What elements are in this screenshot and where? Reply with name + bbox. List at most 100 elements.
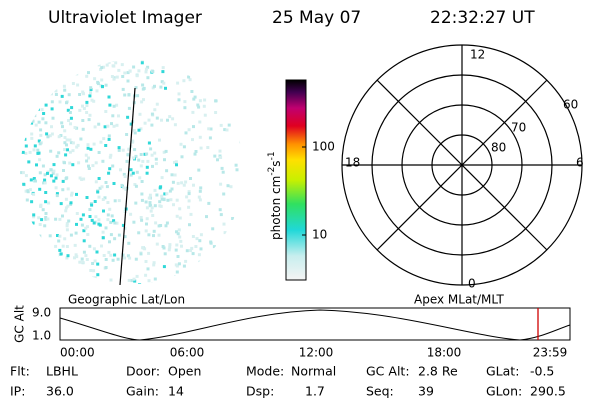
pixel	[197, 168, 201, 172]
pixel	[132, 65, 136, 69]
pixel	[69, 202, 73, 206]
pixel	[60, 94, 64, 98]
orbit-title: Apex MLat/MLT	[414, 293, 504, 307]
pixel	[235, 98, 239, 102]
pixel	[81, 260, 85, 264]
pixel	[147, 279, 151, 283]
pixel	[28, 111, 32, 115]
pixel	[32, 148, 36, 152]
pixel	[192, 125, 195, 129]
pixel	[241, 198, 244, 202]
pixel	[100, 78, 104, 82]
pixel	[111, 164, 115, 168]
pixel	[124, 187, 128, 191]
pixel	[206, 146, 210, 149]
pixel	[102, 137, 106, 141]
pixel	[45, 132, 49, 136]
pixel	[135, 274, 139, 278]
pixel	[47, 275, 51, 279]
pixel	[65, 143, 68, 147]
pixel	[104, 258, 108, 261]
pixel	[84, 153, 88, 157]
ring-label: 60	[563, 98, 578, 112]
y-label: GC Alt	[13, 305, 27, 343]
pixel	[148, 203, 152, 207]
pixel	[226, 184, 230, 188]
pixel	[56, 284, 59, 287]
pixel	[52, 179, 56, 183]
pixel	[180, 155, 184, 159]
pixel	[30, 121, 34, 125]
pixel	[40, 73, 44, 77]
pixel	[121, 87, 125, 91]
pixel	[82, 107, 86, 110]
pixel	[88, 94, 92, 98]
pixel	[231, 98, 235, 102]
pixel	[45, 83, 49, 87]
pixel	[161, 70, 165, 74]
x-tick: 06:00	[170, 346, 205, 360]
pixel	[68, 138, 72, 142]
info-panel: Flt: LBHL Door: Open Mode: Normal GC Alt: 2.8 R…	[10, 364, 566, 399]
pixel	[38, 223, 42, 226]
pixel	[141, 159, 145, 163]
pixel	[88, 215, 92, 218]
pixel	[191, 252, 195, 256]
pixel	[135, 286, 138, 289]
pixel	[95, 89, 99, 93]
pixel	[152, 234, 155, 238]
pixel	[100, 66, 104, 70]
pixel	[155, 102, 159, 106]
pixel	[165, 221, 169, 225]
info-label: IP:	[10, 384, 25, 399]
pixel	[61, 125, 64, 129]
pixel	[40, 259, 43, 263]
pixel	[164, 86, 167, 90]
pixel	[113, 221, 117, 225]
pixel	[22, 64, 26, 68]
colorbar-tick: 10	[312, 228, 327, 242]
pixel	[162, 265, 166, 269]
pixel	[191, 138, 194, 142]
pixel	[56, 234, 59, 237]
pixel	[54, 217, 58, 221]
pixel	[117, 148, 121, 152]
pixel	[191, 110, 195, 114]
pixel	[91, 262, 95, 265]
pixel	[97, 195, 101, 199]
pixel	[139, 153, 143, 156]
pixel	[179, 239, 183, 243]
info-label: GC Alt:	[366, 364, 410, 379]
pixel	[54, 93, 58, 96]
pixel	[55, 194, 59, 198]
pixel	[64, 197, 68, 201]
pixel	[128, 256, 132, 260]
pixel	[219, 270, 223, 274]
pixel	[123, 71, 127, 75]
pixel	[24, 151, 28, 155]
x-tick: 23:59	[533, 346, 568, 360]
terminator	[119, 87, 136, 286]
pixel	[126, 71, 130, 75]
pixel	[23, 253, 27, 257]
pixel	[145, 165, 149, 169]
info-label: Seq:	[366, 384, 394, 399]
pixel	[74, 231, 78, 235]
pixel	[93, 259, 97, 263]
pixel	[227, 269, 231, 273]
pixel	[56, 70, 59, 73]
colorbar-tick: 100	[312, 140, 335, 154]
pixel	[189, 249, 193, 252]
pixel	[36, 106, 40, 110]
pixel	[171, 180, 175, 184]
pixel	[69, 116, 73, 120]
pixel	[28, 250, 32, 254]
pixel	[78, 108, 82, 112]
pixel	[37, 242, 41, 246]
pixel	[69, 141, 73, 145]
pixel	[187, 199, 191, 203]
pixel	[174, 275, 178, 278]
pixel	[135, 170, 139, 174]
pixel	[158, 186, 162, 190]
